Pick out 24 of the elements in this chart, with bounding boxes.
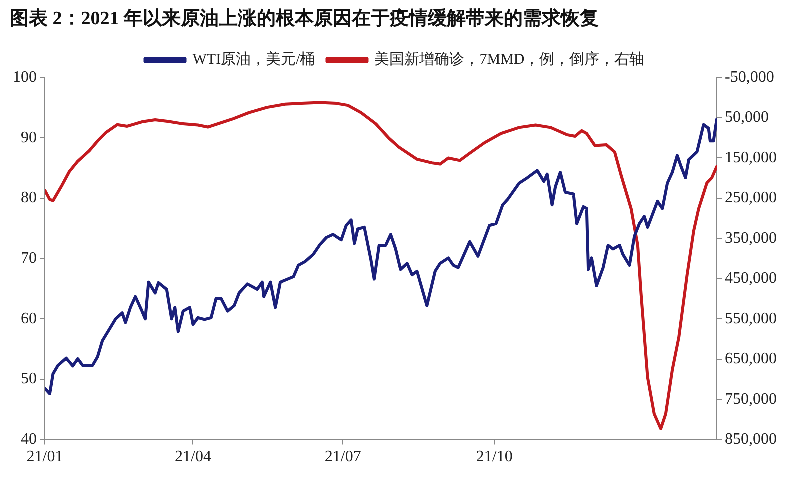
x-tick-label: 21/07 (324, 448, 362, 466)
y2-tick-label: -50,000 (725, 69, 774, 86)
legend-label: 美国新增确诊，7MMD，例，倒序，右轴 (374, 51, 645, 68)
y-tick-label: 60 (21, 310, 37, 328)
y2-tick-label: 50,000 (725, 109, 769, 126)
y2-tick-label: 450,000 (725, 270, 777, 288)
y2-tick-label: 350,000 (725, 230, 777, 247)
y-tick-label: 90 (21, 129, 37, 146)
y-tick-label: 80 (21, 190, 37, 207)
y2-tick-label: 650,000 (725, 350, 777, 368)
legend-label: WTI原油，美元/桶 (192, 51, 316, 68)
y2-tick-label: 250,000 (725, 190, 777, 207)
y2-tick-label: 750,000 (725, 390, 777, 408)
y2-tick-label: 550,000 (725, 310, 777, 328)
x-tick-label: 21/01 (26, 448, 64, 466)
y-tick-label: 100 (13, 69, 37, 86)
y-tick-label: 40 (21, 431, 37, 448)
chart-title: 图表 2：2021 年以来原油上涨的根本原因在于疫情缓解带来的需求恢复 (10, 7, 599, 30)
y2-tick-label: 150,000 (725, 149, 777, 166)
y2-tick-label: 850,000 (725, 431, 777, 448)
y-tick-label: 50 (21, 370, 37, 388)
x-tick-label: 21/04 (175, 448, 212, 466)
y-tick-label: 70 (21, 250, 37, 268)
x-tick-label: 21/10 (476, 448, 513, 466)
